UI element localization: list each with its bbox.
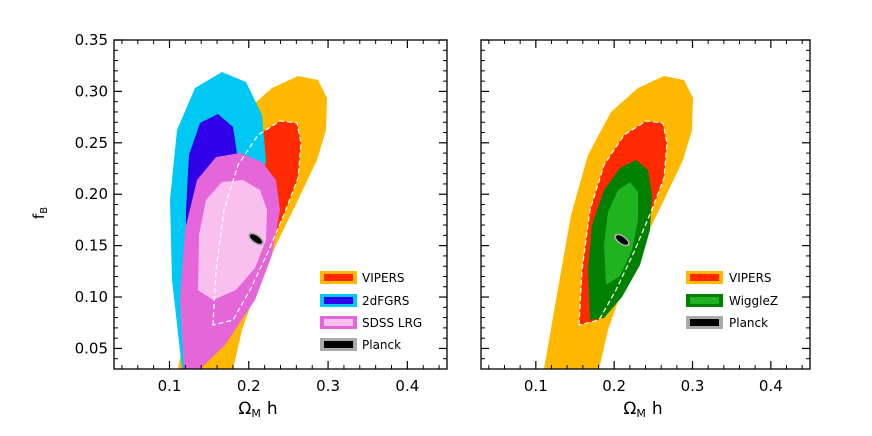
right-x-tick-label: 0.4 [759,377,783,395]
right-contours [544,76,693,369]
legend-item-vipers-right: VIPERS [686,271,772,285]
right-x-tick-labels: 0.1 0.2 0.3 0.4 [524,377,783,395]
right-panel: 0.1 0.2 0.3 0.4 ΩM h VIPERS WiggleZ Planck [480,39,811,420]
right-x-tick-label: 0.1 [524,377,548,395]
left-contours [170,72,327,369]
y-tick-label: 0.25 [75,134,108,152]
right-x-tick-label: 0.2 [602,377,626,395]
right-x-tick-label: 0.3 [681,377,705,395]
svg-text:Planck: Planck [362,338,401,352]
sdss-lrg-inner-contour [198,180,267,300]
left-x-tick-label: 0.1 [158,377,182,395]
legend-item-sdss-lrg: SDSS LRG [320,316,422,330]
left-y-axis-label: fB [30,207,50,219]
legend-item-planck-right: Planck [686,316,768,330]
right-x-axis-label: ΩM h [623,399,662,420]
right-legend: VIPERS WiggleZ Planck [686,271,778,330]
left-legend: VIPERS 2dFGRS SDSS LRG Planck [320,271,422,352]
y-tick-label: 0.05 [75,339,108,357]
y-tick-label: 0.15 [75,237,108,255]
left-x-tick-label: 0.4 [395,377,419,395]
y-tick-label: 0.10 [75,288,108,306]
svg-text:VIPERS: VIPERS [362,271,405,285]
wigglez-inner-contour [604,182,638,285]
left-ticks [114,39,447,369]
svg-text:Planck: Planck [729,316,768,330]
legend-item-planck: Planck [320,338,401,352]
left-y-tick-labels: 0.05 0.10 0.15 0.20 0.25 0.30 0.35 [75,31,108,357]
svg-text:VIPERS: VIPERS [729,271,772,285]
svg-text:2dFGRS: 2dFGRS [362,294,409,308]
y-tick-label: 0.20 [75,185,108,203]
left-panel: 0.1 0.2 0.3 0.4 0.05 0.10 0.15 0.20 0.25 0.30 0.3… [30,31,448,420]
svg-text:SDSS LRG: SDSS LRG [362,316,422,330]
y-tick-label: 0.35 [75,31,108,49]
vipers-dashed-outline-right [578,120,668,326]
legend-item-vipers: VIPERS [320,271,405,285]
planck-contour [248,232,264,246]
y-tick-label: 0.30 [75,82,108,100]
right-ticks [481,39,810,369]
legend-item-wigglez: WiggleZ [686,294,778,308]
left-x-tick-labels: 0.1 0.2 0.3 0.4 [158,377,420,395]
vipers-dashed-outline [212,120,302,326]
svg-text:WiggleZ: WiggleZ [729,294,778,308]
legend-item-2dfgrs: 2dFGRS [320,294,409,308]
left-x-axis-label: ΩM h [238,399,277,420]
left-x-tick-label: 0.3 [316,377,340,395]
planck-contour-right [614,233,630,247]
left-x-tick-label: 0.2 [237,377,261,395]
